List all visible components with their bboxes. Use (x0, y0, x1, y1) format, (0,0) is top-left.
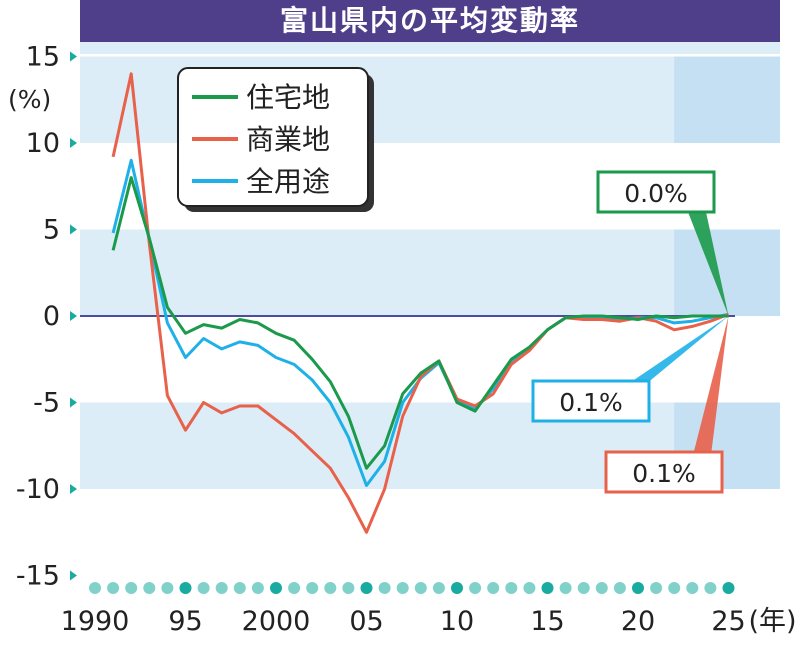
callout-value-2: 0.1% (632, 459, 696, 488)
x-tick-dot (143, 582, 156, 594)
x-tick-label: 2000 (242, 606, 311, 637)
x-axis-unit: (年) (749, 606, 797, 637)
y-tick-marker (70, 51, 77, 62)
x-tick-dot (360, 582, 373, 594)
x-tick-dot (233, 582, 246, 594)
legend-box (177, 67, 369, 207)
x-tick-dot (595, 582, 608, 594)
x-tick-dot (704, 582, 717, 594)
band-shade-1 (674, 229, 780, 316)
title-underline (80, 42, 780, 54)
x-tick-label: 05 (349, 606, 383, 637)
x-tick-label: 10 (440, 606, 474, 637)
x-tick-dot (541, 582, 554, 594)
series-lines (111, 72, 730, 534)
y-axis-unit: (%) (8, 85, 51, 114)
callout-value-0: 0.0% (624, 179, 688, 208)
callouts: 0.0% 0.1% 0.1% (531, 170, 724, 494)
x-tick-dot (722, 582, 735, 594)
x-tick-label: 95 (168, 606, 202, 637)
x-tick-dot (632, 582, 644, 594)
x-tick-dot (179, 582, 192, 594)
x-tick-dot (577, 582, 590, 594)
y-tick-label: -10 (16, 474, 60, 505)
legend-label: 全用途 (246, 165, 330, 198)
x-tick-dot (451, 582, 463, 594)
x-tick-dot (342, 582, 355, 594)
callout-leader-2 (693, 316, 729, 455)
chart-title: 富山県内の平均変動率 (80, 0, 780, 42)
callout-leader-1 (628, 316, 729, 384)
y-tick-marker (70, 570, 77, 581)
x-tick-dot (396, 582, 409, 594)
x-tick-dot (613, 582, 626, 594)
x-tick-dot (89, 582, 101, 594)
x-tick-label: 15 (530, 606, 564, 637)
y-tick-label: -5 (33, 388, 60, 419)
legend-label: 住宅地 (246, 81, 330, 114)
x-tick-dot (668, 582, 681, 594)
legend-label: 商業地 (246, 123, 330, 156)
x-tick-dot (161, 582, 174, 594)
y-tick-marker (70, 138, 77, 148)
x-tick-dot (288, 582, 301, 594)
series-line-商業地 (111, 72, 730, 534)
x-tick-dot (432, 582, 445, 594)
x-tick-dot (251, 582, 264, 594)
callout-value-1: 0.1% (559, 388, 623, 417)
x-tick-dot (215, 582, 228, 594)
y-tick-marker (70, 224, 77, 235)
x-tick-dot (523, 582, 536, 594)
y-tick-label: -15 (16, 561, 60, 592)
x-axis: 1990 95 2000 05 10 15 20 25 (年) (61, 582, 797, 637)
y-tick-label: 15 (26, 42, 60, 73)
background-bands (80, 42, 780, 489)
x-tick-dot (107, 582, 120, 594)
callout-box-1 (531, 379, 651, 423)
x-tick-label: 1990 (61, 606, 130, 637)
x-tick-label: 20 (621, 606, 655, 637)
y-tick-marker (70, 484, 77, 494)
band-1 (80, 229, 780, 316)
band-shade-0 (674, 56, 780, 143)
y-tick-marker (70, 397, 77, 408)
x-tick-dot (469, 582, 482, 594)
y-axis: 15 10 5 0 -5 -10 -15 (%) (8, 42, 77, 592)
x-tick-dot (414, 582, 427, 594)
x-tick-dot (197, 582, 210, 594)
callout-leaders (628, 212, 729, 455)
x-tick-dot (306, 582, 319, 594)
x-tick-label: 25 (711, 606, 745, 637)
x-tick-dot (270, 582, 282, 594)
callout-box-0 (596, 170, 716, 214)
series-line-住宅地 (111, 176, 729, 470)
callout-box-2 (604, 450, 724, 494)
y-tick-label: 5 (43, 215, 60, 246)
y-tick-label: 10 (26, 128, 60, 159)
x-tick-dot (559, 582, 572, 594)
x-tick-dot (650, 582, 663, 594)
x-tick-dot (324, 582, 337, 594)
callout-leader-0 (688, 212, 729, 316)
y-tick-marker (70, 311, 77, 321)
x-tick-dot (487, 582, 500, 594)
x-tick-dot (125, 582, 138, 594)
x-tick-dot (505, 582, 518, 594)
x-tick-dot (378, 582, 391, 594)
x-tick-dot (686, 582, 699, 594)
y-tick-label: 0 (43, 301, 60, 332)
